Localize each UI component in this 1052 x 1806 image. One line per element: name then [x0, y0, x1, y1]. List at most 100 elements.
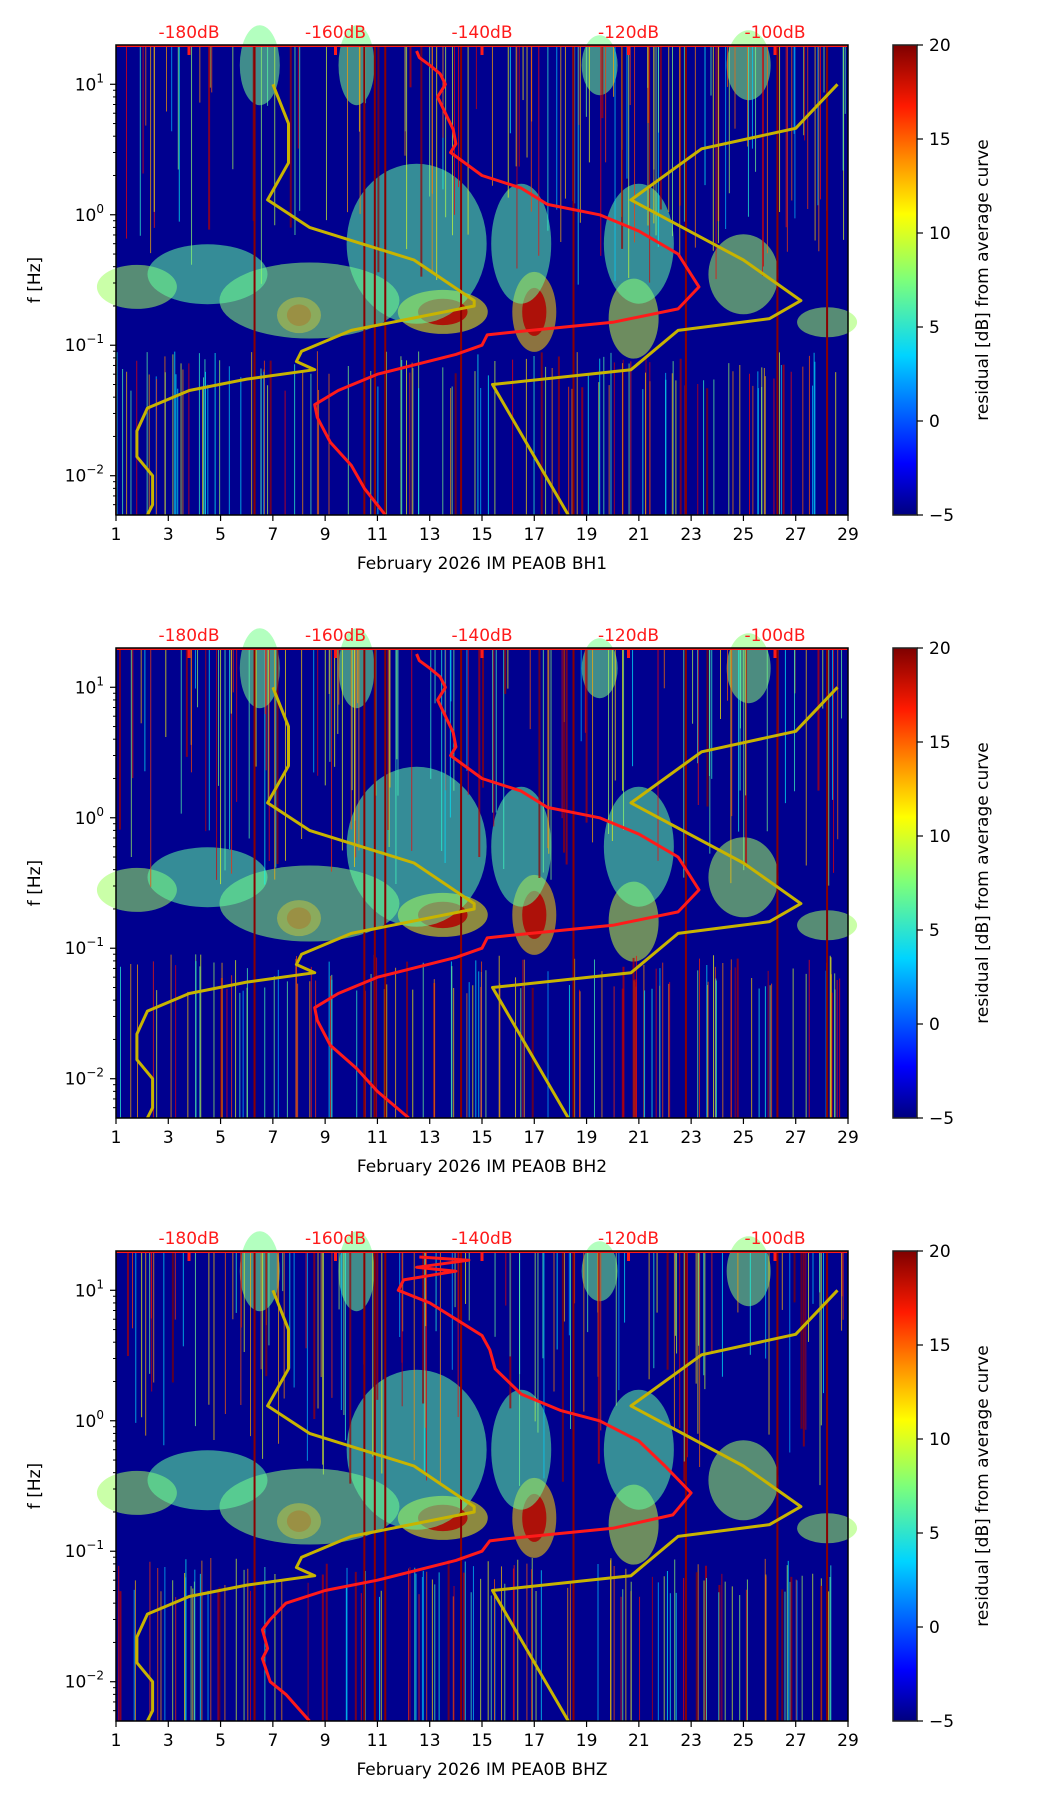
db-label: -140dB	[451, 1229, 512, 1249]
x-tick-label: 7	[267, 1731, 278, 1751]
colorbar-tick-label: 10	[929, 1430, 951, 1450]
x-tick-label: 27	[785, 1731, 807, 1751]
colorbar-tick-label: −5	[929, 506, 954, 526]
db-label: -160dB	[305, 626, 366, 646]
x-tick-label: 23	[680, 1128, 702, 1148]
x-axis-label: February 2026 IM PEA0B BHZ	[356, 1760, 607, 1780]
energy-patch	[346, 766, 487, 927]
energy-patch	[147, 847, 268, 908]
colorbar-tick-label: −5	[929, 1109, 954, 1129]
energy-patch	[239, 1231, 280, 1312]
y-tick-label: 101	[75, 674, 104, 698]
colorbar-tick-label: 15	[929, 130, 951, 150]
x-tick-label: 11	[367, 525, 389, 545]
colorbar-tick-label: 5	[929, 921, 940, 941]
colorbar-tick-label: 10	[929, 224, 951, 244]
x-tick-label: 5	[215, 1731, 226, 1751]
x-tick-label: 19	[576, 525, 598, 545]
x-tick-label: 27	[785, 1128, 807, 1148]
x-tick-label: 21	[628, 1731, 650, 1751]
x-tick-label: 23	[680, 525, 702, 545]
x-tick-label: 19	[576, 1731, 598, 1751]
energy-patch	[708, 837, 779, 918]
colorbar-tick-label: 0	[929, 1015, 940, 1035]
db-label: -180dB	[158, 23, 219, 43]
x-tick-label: 17	[523, 525, 545, 545]
x-tick-label: 19	[576, 1128, 598, 1148]
colorbar-tick-label: 15	[929, 733, 951, 753]
colorbar-tick-label: 5	[929, 1524, 940, 1544]
x-tick-label: 13	[419, 1731, 441, 1751]
y-tick-label: 10−2	[65, 1669, 104, 1693]
average-PSD-curve-line	[313, 50, 701, 516]
y-tick-label: 100	[75, 202, 104, 226]
x-tick-label: 17	[523, 1128, 545, 1148]
colorbar-tick-label: 15	[929, 1336, 951, 1356]
x-tick-label: 15	[471, 1731, 493, 1751]
high-noise-model-line	[491, 83, 839, 516]
y-tick-label: 101	[75, 1277, 104, 1301]
energy-patch	[239, 25, 280, 106]
db-label: -100dB	[744, 23, 805, 43]
x-tick-label: 11	[367, 1128, 389, 1148]
x-tick-label: 9	[320, 1731, 331, 1751]
energy-patch	[346, 1369, 487, 1530]
x-axis-label: February 2026 IM PEA0B BH2	[357, 1157, 607, 1177]
x-tick-label: 21	[628, 525, 650, 545]
colorbar-label: residual [dB] from average curve	[973, 139, 993, 420]
energy-patch	[239, 628, 280, 709]
colorbar-tick-label: −5	[929, 1712, 954, 1732]
colorbar	[892, 44, 918, 516]
x-tick-label: 3	[163, 1128, 174, 1148]
x-tick-label: 3	[163, 1731, 174, 1751]
colorbar	[892, 647, 918, 1119]
x-tick-label: 13	[419, 525, 441, 545]
x-tick-label: 11	[367, 1731, 389, 1751]
energy-patch	[581, 35, 618, 96]
x-tick-label: 29	[837, 1731, 859, 1751]
db-label: -180dB	[158, 1229, 219, 1249]
colorbar-tick-label: 20	[929, 639, 951, 659]
x-tick-label: 25	[733, 1128, 755, 1148]
y-axis-label: f [Hz]	[25, 1463, 45, 1509]
y-tick-label: 100	[75, 1408, 104, 1432]
high-noise-model-line	[491, 1289, 839, 1722]
y-tick-label: 10−1	[65, 935, 104, 959]
energy-patch	[147, 244, 268, 305]
y-axis-label: f [Hz]	[25, 257, 45, 303]
x-tick-label: 13	[419, 1128, 441, 1148]
low-noise-model-line	[135, 686, 476, 1119]
colorbar-tick-label: 20	[929, 1242, 951, 1262]
y-tick-label: 10−2	[65, 463, 104, 487]
x-axis-label: February 2026 IM PEA0B BH1	[357, 554, 607, 574]
energy-patch	[147, 1450, 268, 1511]
x-tick-label: 3	[163, 525, 174, 545]
low-noise-model-line	[135, 1289, 476, 1722]
colorbar-tick-label: 5	[929, 318, 940, 338]
colorbar	[892, 1250, 918, 1722]
x-tick-label: 9	[320, 1128, 331, 1148]
x-tick-label: 27	[785, 525, 807, 545]
energy-patch	[346, 163, 487, 324]
x-tick-label: 1	[111, 1128, 122, 1148]
energy-patch	[491, 183, 552, 304]
db-label: -100dB	[744, 1229, 805, 1249]
energy-patch	[726, 633, 771, 704]
x-tick-label: 29	[837, 1128, 859, 1148]
average-PSD-curve-line	[260, 1255, 693, 1722]
x-tick-label: 15	[471, 525, 493, 545]
energy-patch	[708, 234, 779, 315]
average-PSD-curve-line	[313, 653, 701, 1120]
x-tick-label: 15	[471, 1128, 493, 1148]
colorbar-label: residual [dB] from average curve	[973, 742, 993, 1023]
energy-patch	[491, 786, 552, 907]
y-axis-label: f [Hz]	[25, 860, 45, 906]
x-tick-label: 5	[215, 1128, 226, 1148]
x-tick-label: 1	[111, 1731, 122, 1751]
db-label: -160dB	[305, 23, 366, 43]
colorbar-tick-label: 0	[929, 1618, 940, 1638]
x-tick-label: 7	[267, 525, 278, 545]
